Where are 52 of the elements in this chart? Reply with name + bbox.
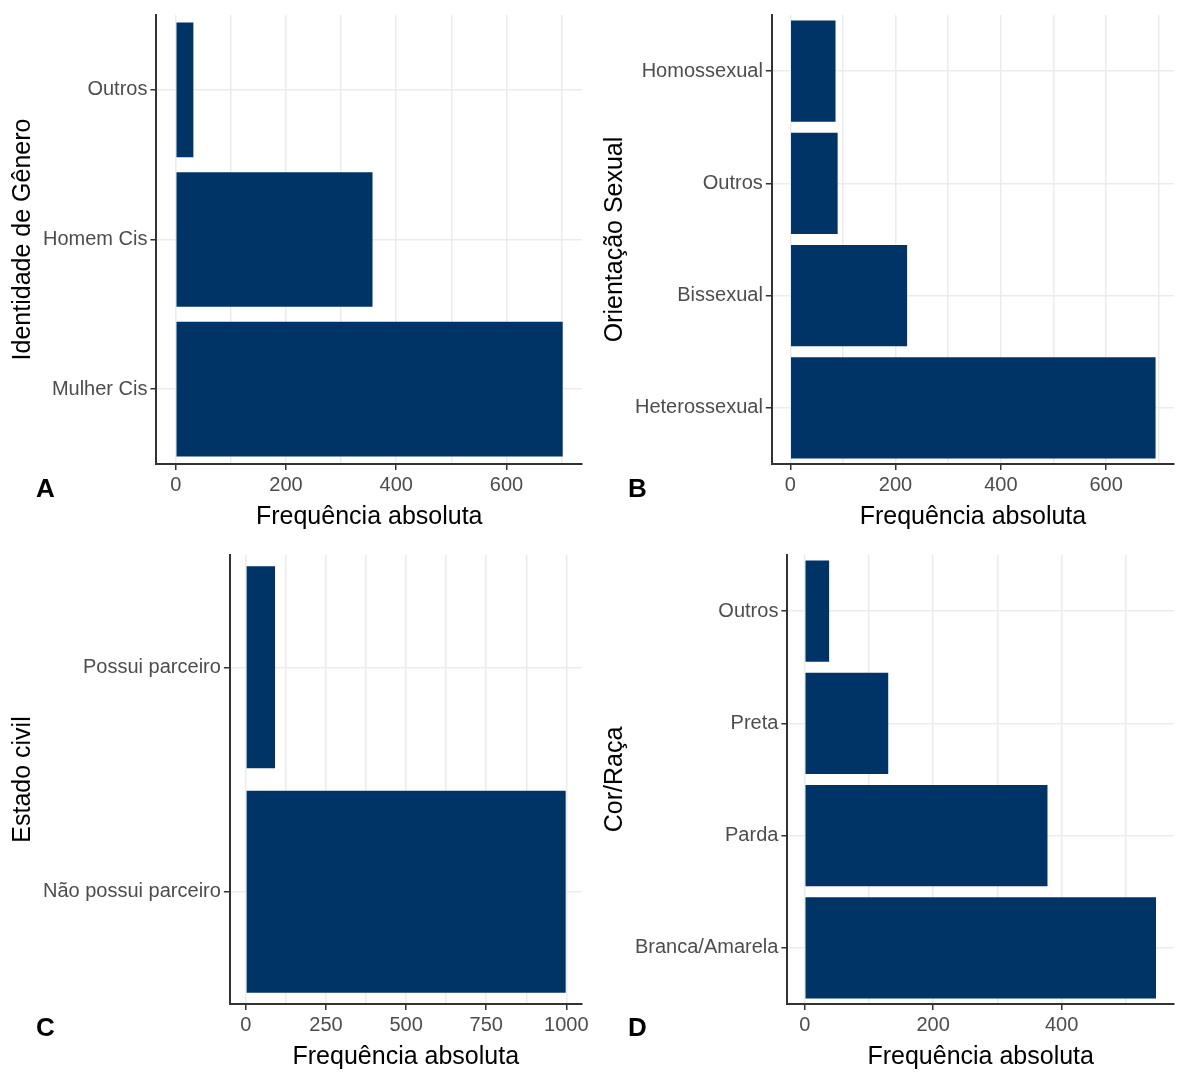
y-axis-title: Estado civil <box>6 716 35 843</box>
y-axis-title: Orientação Sexual <box>598 136 627 343</box>
text: D <box>628 1012 647 1043</box>
y-tick-label: Não possui parceiro <box>43 879 221 902</box>
bar <box>791 132 838 234</box>
bar <box>805 560 830 662</box>
x-tick-label: 400 <box>984 472 1018 495</box>
x-tick-label: 400 <box>379 472 413 495</box>
y-tick-label: Homossexual <box>641 58 763 81</box>
text: C <box>36 1012 55 1043</box>
y-tick-label: Heterossexual <box>635 395 763 418</box>
x-axis-title: Frequência absoluta <box>255 500 483 529</box>
x-tick-label: 600 <box>1089 472 1123 495</box>
y-tick-label: Outros <box>702 170 763 193</box>
y-tick-label: Possui parceiro <box>83 654 221 677</box>
x-tick-label: 500 <box>389 1012 423 1035</box>
y-tick-label: Preta <box>730 710 780 733</box>
y-tick-label: Homem Cis <box>43 227 148 250</box>
y-axis-title: Identidade de Gênero <box>6 118 35 361</box>
x-tick-label: 0 <box>240 1012 252 1035</box>
x-tick-label: 0 <box>799 1012 811 1035</box>
bar <box>791 245 908 347</box>
x-tick-label: 400 <box>1044 1012 1079 1035</box>
x-tick-label: 1000 <box>544 1012 589 1035</box>
x-tick-label: 200 <box>878 472 913 495</box>
x-axis-title: Frequência absoluta <box>867 1040 1095 1069</box>
x-tick-label: 200 <box>269 472 303 495</box>
x-axis-title: Frequência absoluta <box>292 1040 520 1069</box>
bar <box>176 22 194 158</box>
x-tick-label: 0 <box>784 472 796 495</box>
y-axis-title: Cor/Raça <box>598 726 627 833</box>
x-tick-label: 200 <box>916 1012 950 1035</box>
x-tick-label: 250 <box>309 1012 343 1035</box>
x-axis-title: Frequência absoluta <box>859 500 1087 529</box>
bar <box>805 897 1157 999</box>
bar <box>791 20 836 122</box>
y-tick-label: Branca/Amarela <box>634 935 780 958</box>
text: B <box>628 473 647 504</box>
y-tick-label: Mulher Cis <box>51 376 148 399</box>
x-tick-label: 0 <box>170 472 182 495</box>
bar <box>176 321 563 457</box>
y-tick-label: Bissexual <box>677 283 763 306</box>
bar <box>791 357 1156 459</box>
bar <box>176 172 373 307</box>
x-tick-label: 750 <box>469 1012 503 1035</box>
bar <box>805 785 1048 887</box>
y-tick-label: Parda <box>725 823 780 846</box>
y-tick-label: Outros <box>87 77 148 100</box>
x-tick-label: 600 <box>489 472 524 495</box>
bar <box>805 672 889 774</box>
text: A <box>36 473 55 504</box>
y-tick-label: Outros <box>718 598 779 621</box>
